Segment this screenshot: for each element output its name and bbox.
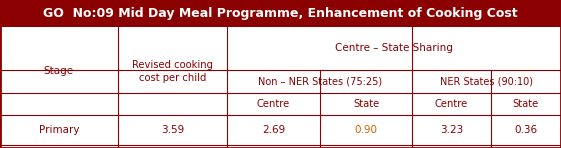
Text: Non – NER States (75:25): Non – NER States (75:25) <box>257 76 382 86</box>
Text: 0.36: 0.36 <box>514 125 537 135</box>
Text: Centre – State Sharing: Centre – State Sharing <box>335 44 453 53</box>
Text: 3.23: 3.23 <box>440 125 463 135</box>
Text: 0.90: 0.90 <box>355 125 378 135</box>
Text: State: State <box>513 99 539 109</box>
Text: Centre: Centre <box>257 99 290 109</box>
Text: State: State <box>353 99 379 109</box>
Text: Stage: Stage <box>44 66 74 76</box>
Text: Revised cooking
cost per child: Revised cooking cost per child <box>132 60 213 83</box>
Text: 3.59: 3.59 <box>161 125 184 135</box>
Text: 2.69: 2.69 <box>262 125 285 135</box>
Text: GO  No:09 Mid Day Meal Programme, Enhancement of Cooking Cost: GO No:09 Mid Day Meal Programme, Enhance… <box>43 7 518 20</box>
Bar <box>0 0 561 27</box>
Text: Primary: Primary <box>39 125 79 135</box>
Text: Centre: Centre <box>435 99 468 109</box>
Text: NER States (90:10): NER States (90:10) <box>440 76 533 86</box>
Bar <box>0 27 561 148</box>
